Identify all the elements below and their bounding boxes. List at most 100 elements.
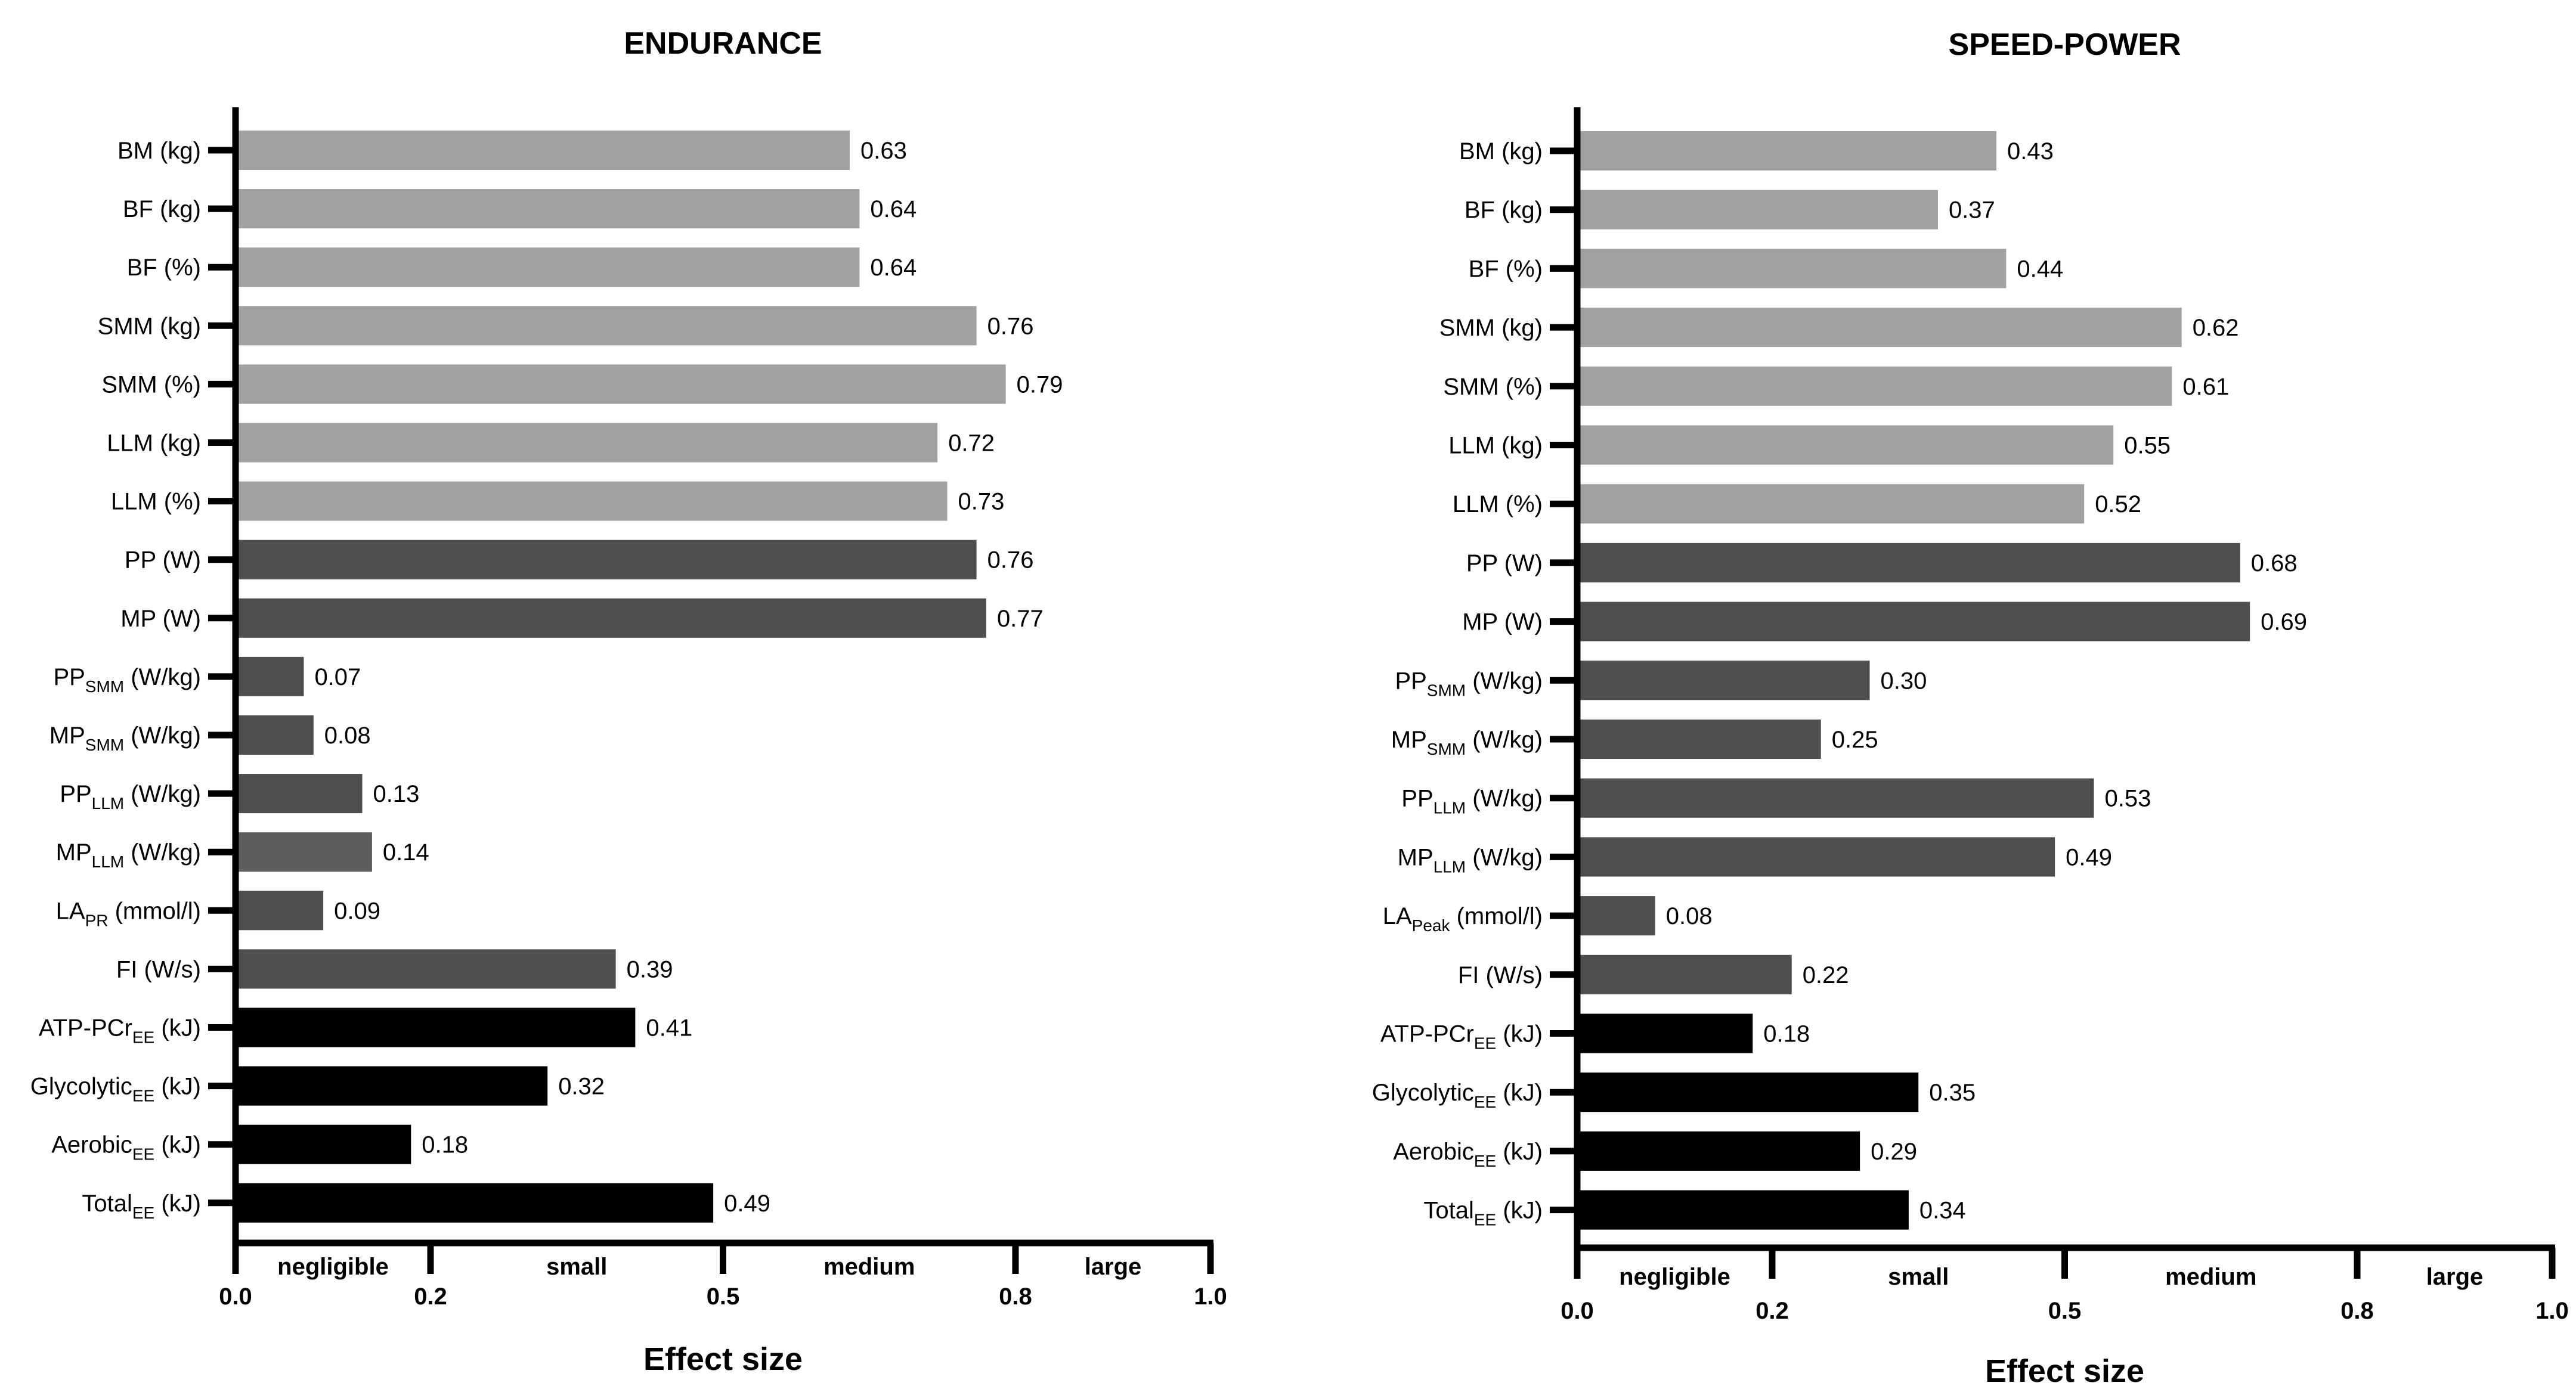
- bar-aerobic-ee-kj: [1577, 1131, 1860, 1171]
- endurance-panel: ENDURANCE BM (kg) 0.63 BF (kg) 0.64 BF (%) 0.6…: [30, 26, 1227, 1377]
- bar-pp-llm-w-kg: [1577, 778, 2094, 818]
- value-label: 0.77: [997, 606, 1044, 632]
- category-label: PPSMM (W/kg): [1395, 668, 1543, 699]
- category-label: LAPR (mmol/l): [56, 898, 201, 929]
- category-label: LAPeak (mmol/l): [1383, 903, 1543, 935]
- category-label: BF (%): [1469, 256, 1543, 282]
- x-tick-label: 0.2: [414, 1284, 447, 1310]
- x-tick-label: 0.8: [2340, 1298, 2374, 1324]
- bar-llm-kg: [236, 423, 938, 463]
- value-label: 0.14: [383, 839, 429, 866]
- bar-smm: [1577, 366, 2172, 406]
- category-label: AerobicEE (kJ): [51, 1132, 201, 1164]
- bar-smm-kg: [236, 306, 977, 346]
- category-label: GlycolyticEE (kJ): [30, 1074, 201, 1105]
- category-label: BM (kg): [117, 138, 201, 164]
- value-label: 0.49: [724, 1191, 770, 1217]
- bar-bm-kg: [236, 131, 850, 170]
- category-label: FI (W/s): [116, 956, 201, 982]
- x-tick-label: 0.2: [1755, 1298, 1789, 1324]
- bar-total-ee-kj: [1577, 1190, 1909, 1230]
- category-label: SMM (%): [101, 371, 201, 398]
- category-label: SMM (kg): [1439, 315, 1543, 341]
- bar-mp-w: [1577, 602, 2250, 641]
- value-label: 0.43: [2007, 138, 2054, 165]
- value-label: 0.76: [987, 547, 1034, 573]
- bar-bf-kg: [1577, 190, 1938, 230]
- category-label: AerobicEE (kJ): [1393, 1139, 1543, 1170]
- category-label: MPLLM (W/kg): [1398, 844, 1543, 876]
- value-label: 0.13: [373, 781, 420, 807]
- category-label: LLM (%): [1453, 491, 1543, 517]
- bar-pp-llm-w-kg: [236, 774, 363, 814]
- value-label: 0.39: [627, 956, 673, 982]
- x-tick-label: 0.0: [219, 1284, 252, 1310]
- category-label: PP (W): [1466, 550, 1543, 576]
- band-label-small: small: [546, 1254, 607, 1280]
- value-label: 0.32: [558, 1074, 605, 1100]
- category-label: BM (kg): [1459, 138, 1543, 165]
- bar-bm-kg: [1577, 131, 1997, 170]
- category-label: SMM (%): [1443, 374, 1543, 400]
- category-label: PPSMM (W/kg): [53, 664, 201, 696]
- bar-mp-smm-w-kg: [236, 715, 314, 755]
- value-label: 0.18: [422, 1132, 468, 1158]
- chart-title: ENDURANCE: [624, 26, 822, 61]
- category-label: TotalEE (kJ): [82, 1191, 201, 1222]
- band-label-medium: medium: [823, 1254, 915, 1280]
- bar-bf-kg: [236, 189, 860, 229]
- band-label-small: small: [1888, 1264, 1949, 1290]
- value-label: 0.18: [1763, 1021, 1810, 1047]
- x-axis-title: Effect size: [643, 1341, 803, 1377]
- bar-mp-smm-w-kg: [1577, 720, 1821, 759]
- x-tick-label: 1.0: [1194, 1284, 1227, 1310]
- x-tick-label: 1.0: [2535, 1298, 2569, 1324]
- bar-aerobic-ee-kj: [236, 1124, 411, 1164]
- bar-pp-w: [236, 540, 977, 579]
- value-label: 0.34: [1919, 1198, 1966, 1224]
- bar-atp-pcr-ee-kj: [1577, 1013, 1753, 1053]
- category-label: TotalEE (kJ): [1423, 1198, 1543, 1229]
- value-label: 0.25: [1832, 727, 1878, 753]
- category-label: ATP-PCrEE (kJ): [1380, 1021, 1543, 1053]
- bar-smm-kg: [1577, 308, 2182, 348]
- value-label: 0.22: [1803, 962, 1849, 988]
- value-label: 0.64: [870, 196, 917, 222]
- value-label: 0.53: [2105, 786, 2151, 812]
- bar-fi-w-s: [236, 949, 616, 989]
- category-label: MPLLM (W/kg): [56, 839, 201, 871]
- value-label: 0.68: [2251, 550, 2298, 576]
- bar-mp-llm-w-kg: [236, 832, 372, 872]
- category-label: LLM (kg): [1448, 433, 1543, 459]
- value-label: 0.63: [860, 138, 907, 164]
- bar-pp-smm-w-kg: [1577, 661, 1870, 700]
- value-label: 0.08: [324, 723, 371, 749]
- value-label: 0.07: [314, 664, 361, 690]
- bar-mp-llm-w-kg: [1577, 837, 2055, 877]
- value-label: 0.76: [987, 313, 1034, 339]
- category-label: SMM (kg): [98, 313, 201, 339]
- category-label: BF (%): [127, 255, 201, 281]
- x-tick-label: 0.8: [999, 1284, 1032, 1310]
- category-label: PP (W): [125, 547, 201, 573]
- bar-pp-smm-w-kg: [236, 656, 304, 696]
- bar-pp-w: [1577, 542, 2240, 582]
- value-label: 0.35: [1929, 1080, 1976, 1106]
- band-label-medium: medium: [2165, 1264, 2256, 1290]
- value-label: 0.72: [948, 430, 995, 457]
- category-label: PPLLM (W/kg): [1401, 786, 1543, 817]
- category-label: LLM (%): [111, 489, 201, 515]
- band-label-negligible: negligible: [1619, 1264, 1730, 1290]
- bar-atp-pcr-ee-kj: [236, 1007, 636, 1047]
- bar-bf: [1577, 249, 2007, 289]
- category-label: ATP-PCrEE (kJ): [39, 1015, 201, 1047]
- category-label: LLM (kg): [107, 430, 201, 457]
- category-label: MPSMM (W/kg): [49, 723, 201, 754]
- bar-total-ee-kj: [236, 1183, 714, 1223]
- bar-smm: [236, 364, 1006, 404]
- value-label: 0.55: [2124, 433, 2171, 459]
- bar-mp-w: [236, 598, 986, 638]
- value-label: 0.29: [1871, 1139, 1917, 1165]
- value-label: 0.69: [2261, 609, 2307, 635]
